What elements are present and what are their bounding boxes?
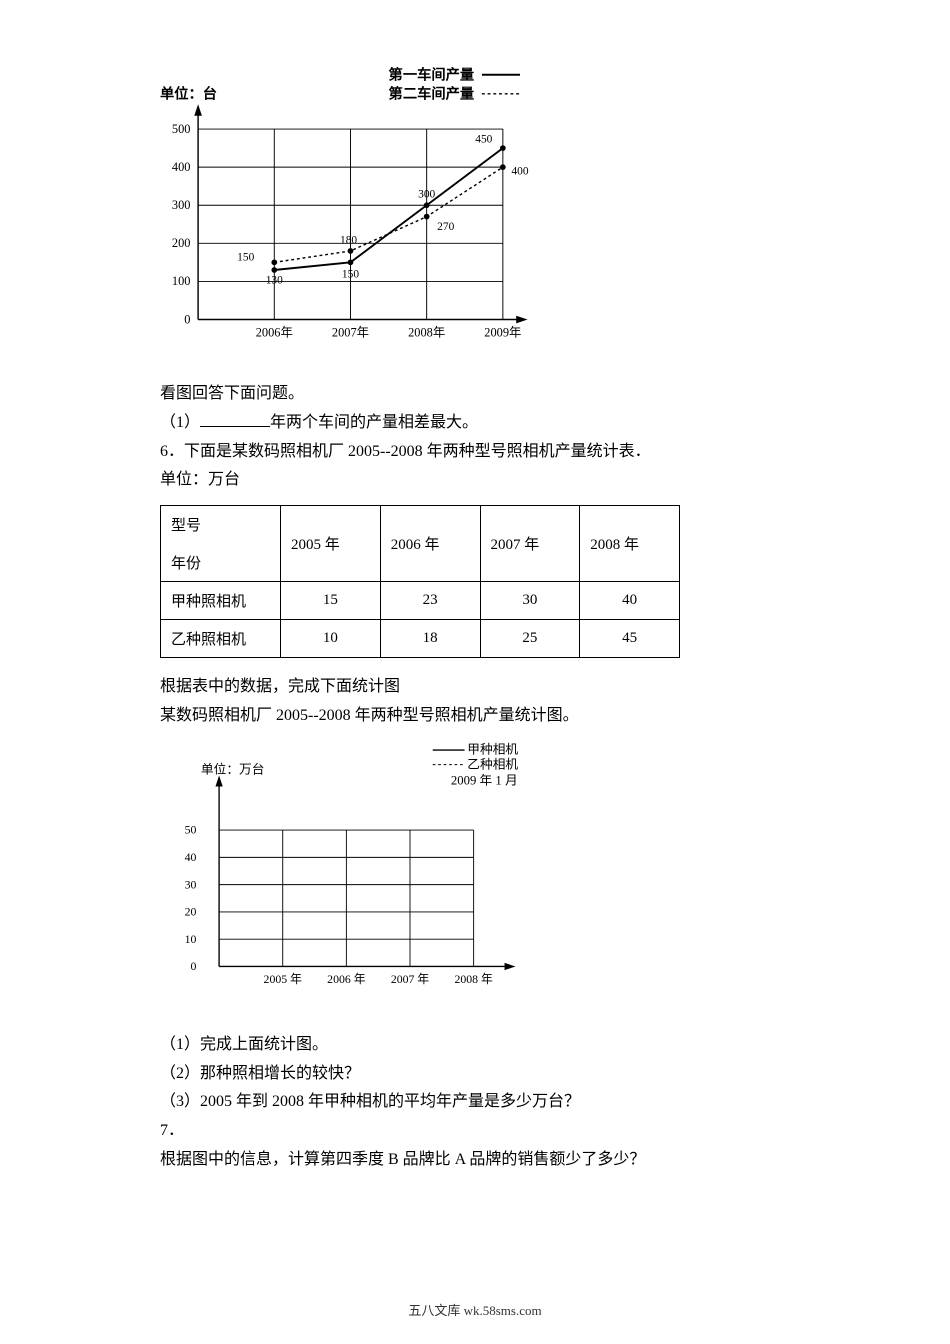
table-header: 2005 年 <box>281 506 381 582</box>
q3-1: （1）完成上面统计图。 <box>160 1031 790 1060</box>
svg-text:30: 30 <box>185 877 197 891</box>
svg-text:180: 180 <box>340 234 357 246</box>
table-header-corner: 型号 年份 <box>161 506 281 582</box>
svg-text:150: 150 <box>237 251 254 263</box>
q7-text: 根据图中的信息，计算第四季度 B 品牌比 A 品牌的销售额少了多少？ <box>160 1146 790 1175</box>
unit-label-2: 单位：万台 <box>201 763 265 777</box>
table-header: 2008 年 <box>580 506 680 582</box>
legend-series2: 第二车间产量 <box>389 85 475 103</box>
svg-text:450: 450 <box>475 133 492 145</box>
table-header: 2006 年 <box>380 506 480 582</box>
svg-text:300: 300 <box>172 198 191 212</box>
svg-text:2006年: 2006年 <box>256 326 293 340</box>
chart1-container: 第一车间产量 第二车间产量 单位：台 0 100 200 300 400 500… <box>160 60 790 360</box>
chart2-date: 2009 年 1 月 <box>451 773 518 787</box>
svg-text:500: 500 <box>172 122 191 136</box>
q6-intro: 6．下面是某数码照相机厂 2005--2008 年两种型号照相机产量统计表． <box>160 438 790 467</box>
table-header: 2007 年 <box>480 506 580 582</box>
svg-text:50: 50 <box>185 823 197 837</box>
svg-text:0: 0 <box>184 312 190 326</box>
chart2-container: 甲种相机 乙种相机 2009 年 1 月 单位：万台 0 10 20 30 40… <box>160 731 790 1011</box>
legend2-s1: 甲种相机 <box>467 743 518 757</box>
svg-text:100: 100 <box>172 274 191 288</box>
svg-text:400: 400 <box>511 166 528 178</box>
svg-text:400: 400 <box>172 160 191 174</box>
svg-text:2008 年: 2008 年 <box>454 972 493 986</box>
svg-text:2007 年: 2007 年 <box>391 972 430 986</box>
q7-num: 7． <box>160 1117 790 1146</box>
data-table: 型号 年份 2005 年 2006 年 2007 年 2008 年 甲种照相机 … <box>160 505 680 658</box>
svg-text:2005 年: 2005 年 <box>264 972 303 986</box>
svg-text:270: 270 <box>437 221 454 233</box>
footer-text: 五八文库 wk.58sms.com <box>0 1300 950 1319</box>
legend-series1: 第一车间产量 <box>389 66 475 84</box>
svg-text:2006 年: 2006 年 <box>327 972 366 986</box>
line-chart-2-blank: 甲种相机 乙种相机 2009 年 1 月 单位：万台 0 10 20 30 40… <box>160 731 560 1011</box>
svg-text:2007年: 2007年 <box>332 326 369 340</box>
blank-fill[interactable] <box>200 426 270 427</box>
q1-intro: 看图回答下面问题。 <box>160 380 790 409</box>
q6-unit: 单位：万台 <box>160 466 790 495</box>
svg-text:10: 10 <box>185 932 197 946</box>
line-chart-1: 第一车间产量 第二车间产量 单位：台 0 100 200 300 400 500… <box>160 60 560 360</box>
q2-intro1: 根据表中的数据，完成下面统计图 <box>160 673 790 702</box>
q1: （1）年两个车间的产量相差最大。 <box>160 409 790 438</box>
svg-text:0: 0 <box>190 959 196 973</box>
svg-text:20: 20 <box>185 904 197 918</box>
q3-3: （3）2005 年到 2008 年甲种相机的平均年产量是多少万台？ <box>160 1088 790 1117</box>
svg-text:40: 40 <box>185 850 197 864</box>
unit-label: 单位：台 <box>160 85 217 103</box>
q2-intro2: 某数码照相机厂 2005--2008 年两种型号照相机产量统计图。 <box>160 702 790 731</box>
svg-text:150: 150 <box>342 269 359 281</box>
svg-text:2008年: 2008年 <box>408 326 445 340</box>
table-row: 型号 年份 2005 年 2006 年 2007 年 2008 年 <box>161 506 680 582</box>
svg-text:300: 300 <box>418 189 435 201</box>
table-row: 乙种照相机 10 18 25 45 <box>161 620 680 658</box>
svg-text:130: 130 <box>266 274 283 286</box>
q3-2: （2）那种照相增长的较快？ <box>160 1060 790 1089</box>
question-block-3: （1）完成上面统计图。 （2）那种照相增长的较快？ （3）2005 年到 200… <box>160 1031 790 1175</box>
svg-text:200: 200 <box>172 236 191 250</box>
question-block-1: 看图回答下面问题。 （1）年两个车间的产量相差最大。 6．下面是某数码照相机厂 … <box>160 380 790 495</box>
svg-text:2009年: 2009年 <box>484 326 521 340</box>
table-row: 甲种照相机 15 23 30 40 <box>161 582 680 620</box>
question-block-2: 根据表中的数据，完成下面统计图 某数码照相机厂 2005--2008 年两种型号… <box>160 673 790 731</box>
legend2-s2: 乙种相机 <box>467 757 518 771</box>
